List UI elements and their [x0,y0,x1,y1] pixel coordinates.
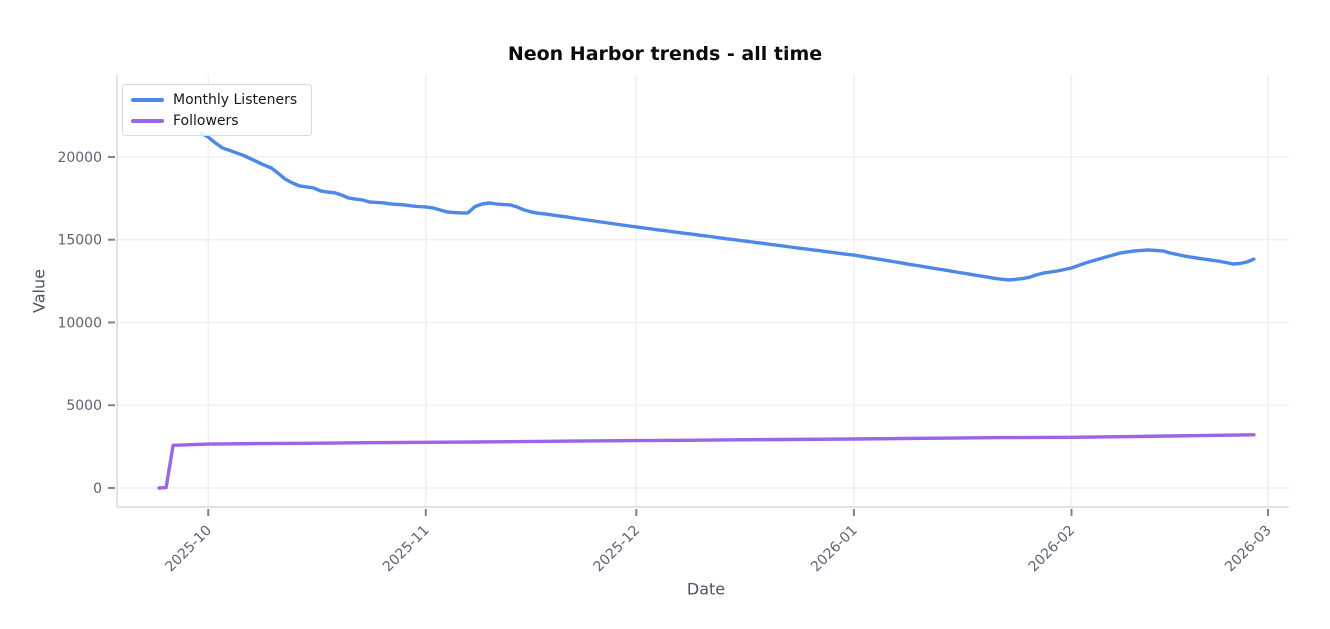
legend-item-followers: Followers [131,113,301,129]
svg-text:20000: 20000 [57,150,102,166]
svg-text:10000: 10000 [57,315,102,331]
legend-line-swatch-blue [131,98,164,102]
legend-line-swatch-purple [131,119,164,123]
svg-text:2025-12: 2025-12 [590,523,643,576]
legend-label-monthly-listeners: Monthly Listeners [173,92,298,108]
svg-text:15000: 15000 [57,233,102,249]
legend: Monthly Listeners Followers [122,84,312,136]
legend-item-monthly-listeners: Monthly Listeners [131,92,301,108]
svg-text:5000: 5000 [66,398,102,414]
x-axis-label: Date [686,579,726,599]
svg-text:2025-10: 2025-10 [162,523,215,576]
svg-text:2026-01: 2026-01 [808,523,861,576]
legend-label-followers: Followers [173,113,239,129]
svg-text:2026-02: 2026-02 [1026,523,1079,576]
chart-title: Neon Harbor trends - all time [507,43,823,65]
svg-text:0: 0 [93,481,102,497]
svg-text:2026-03: 2026-03 [1222,523,1275,576]
y-axis-label: Value [29,269,49,313]
svg-text:2025-11: 2025-11 [380,523,433,576]
